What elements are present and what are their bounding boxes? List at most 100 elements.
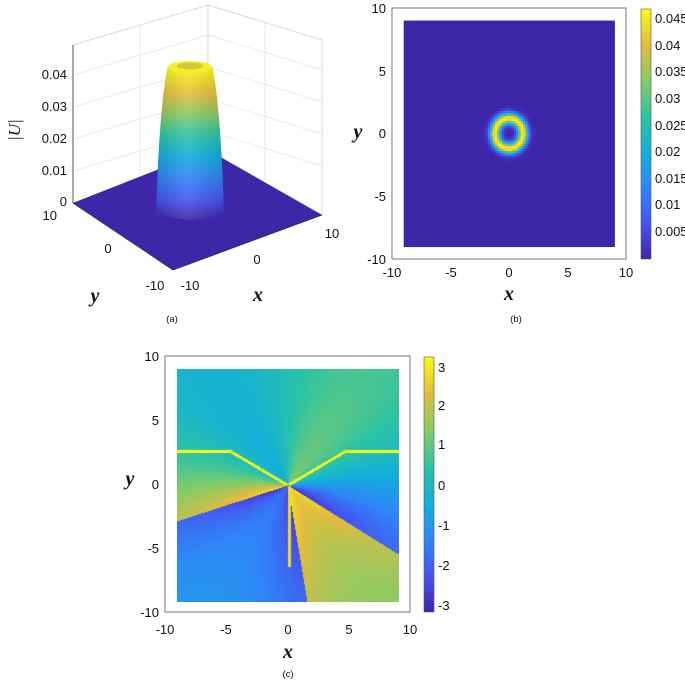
heatmap-cell <box>415 136 419 140</box>
heatmap-cell <box>424 173 428 177</box>
heatmap-cell <box>417 128 421 132</box>
heatmap-cell <box>466 93 470 97</box>
heatmap-cell <box>490 196 494 200</box>
heatmap-cell <box>476 83 480 87</box>
heatmap-cell <box>530 78 533 82</box>
heatmap-cell <box>476 40 480 44</box>
heatmap-cell <box>469 95 473 99</box>
heatmap-cell <box>499 80 503 84</box>
heatmap-cell <box>530 201 533 205</box>
heatmap-cell <box>452 115 456 120</box>
heatmap-cell <box>511 211 515 215</box>
heatmap-cell <box>431 78 435 82</box>
heatmap-cell <box>441 166 445 170</box>
heatmap-cell <box>448 30 452 34</box>
heatmap-cell <box>471 223 475 227</box>
heatmap-cell <box>427 168 431 172</box>
heatmap-cell <box>518 58 522 62</box>
heatmap-cell <box>452 30 456 34</box>
heatmap-cell <box>469 238 473 243</box>
heatmap-cell <box>485 45 489 49</box>
heatmap-cell <box>476 156 480 160</box>
heatmap-cell <box>410 128 414 132</box>
heatmap-cell <box>455 90 459 94</box>
heatmap-cell <box>490 63 494 67</box>
heatmap-cell <box>490 136 494 140</box>
heatmap-cell <box>506 228 510 232</box>
heatmap-cell <box>464 241 468 245</box>
heatmap-cell <box>436 153 440 157</box>
heatmap-cell <box>509 238 512 243</box>
heatmap-cell <box>429 228 433 232</box>
heatmap-cell <box>520 128 524 132</box>
heatmap-cell <box>438 188 442 192</box>
heatmap-cell <box>527 100 531 104</box>
heatmap-cell <box>422 115 426 120</box>
heatmap-cell <box>408 55 412 59</box>
heatmap-cell <box>408 213 412 217</box>
heatmap-cell <box>464 223 468 227</box>
heatmap-cell <box>464 20 468 24</box>
heatmap-cell <box>434 23 438 27</box>
heatmap-cell <box>518 183 522 187</box>
heatmap-cell <box>527 115 531 120</box>
heatmap-cell <box>504 231 508 235</box>
heatmap-cell <box>499 166 503 170</box>
heatmap-cell <box>422 75 426 79</box>
heatmap-cell <box>459 138 463 142</box>
heatmap-cell <box>483 48 487 52</box>
heatmap-cell <box>487 60 491 64</box>
heatmap-cell <box>424 138 428 142</box>
heatmap-cell <box>448 138 452 142</box>
heatmap-cell <box>448 63 452 67</box>
heatmap-cell <box>497 231 501 235</box>
heatmap-cell <box>417 30 421 34</box>
heatmap-cell <box>520 193 524 197</box>
heatmap-cell <box>436 25 440 29</box>
heatmap-cell <box>410 178 414 182</box>
heatmap-cell <box>406 130 409 135</box>
heatmap-cell <box>469 211 473 215</box>
heatmap-cell <box>457 236 461 240</box>
heatmap-cell <box>480 123 484 127</box>
heatmap-cell <box>455 98 459 102</box>
heatmap-cell <box>403 113 407 117</box>
heatmap-cell <box>457 28 461 32</box>
heatmap-cell <box>406 118 409 122</box>
heatmap-cell <box>457 168 461 172</box>
heatmap-cell <box>499 168 503 172</box>
heatmap-cell <box>443 88 447 92</box>
heatmap-cell <box>422 198 426 202</box>
heatmap-cell <box>445 183 449 187</box>
heatmap-cell <box>504 188 508 192</box>
heatmap-cell <box>457 183 461 187</box>
heatmap-cell <box>478 166 482 170</box>
heatmap-cell <box>525 231 529 235</box>
heatmap-cell <box>511 25 515 29</box>
heatmap-cell <box>403 141 407 145</box>
heatmap-cell <box>471 163 475 167</box>
heatmap-cell <box>420 115 424 120</box>
heatmap-cell <box>487 30 491 34</box>
heatmap-cell <box>457 40 461 44</box>
heatmap-cell <box>448 173 452 177</box>
heatmap-cell <box>452 108 456 112</box>
heatmap-cell <box>523 238 526 243</box>
heatmap-cell <box>513 43 517 47</box>
heatmap-cell <box>480 55 484 59</box>
heatmap-cell <box>487 223 491 227</box>
heatmap-cell <box>492 161 496 165</box>
heatmap-cell <box>476 211 480 215</box>
heatmap-cell <box>473 40 477 44</box>
heatmap-cell <box>480 78 484 82</box>
heatmap-cell <box>527 103 531 107</box>
heatmap-cell <box>403 236 407 240</box>
heatmap-cell <box>434 108 438 112</box>
heatmap-cell <box>408 183 412 187</box>
heatmap-cell <box>406 193 409 197</box>
heatmap-cell <box>436 103 440 107</box>
heatmap-cell <box>520 146 524 150</box>
heatmap-cell <box>483 233 487 238</box>
heatmap-cell <box>424 193 428 197</box>
heatmap-cell <box>518 108 522 112</box>
